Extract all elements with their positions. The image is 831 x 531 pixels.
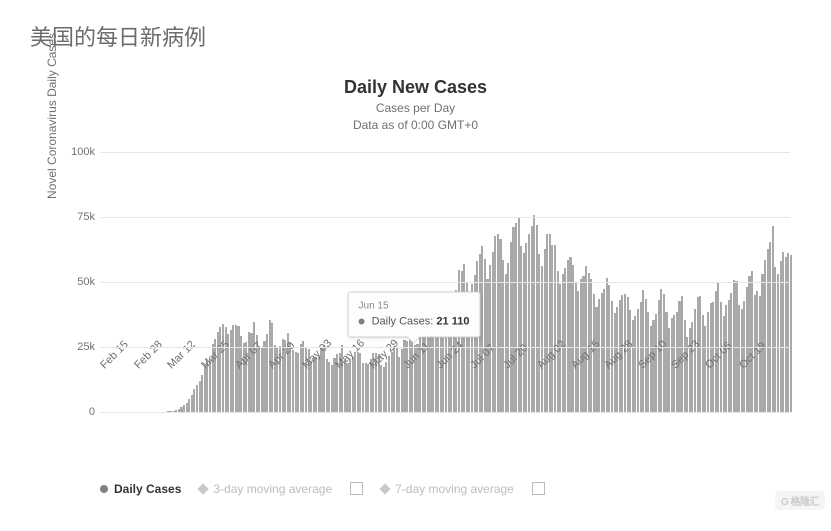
grid-line xyxy=(100,282,790,283)
y-tick-label: 100k xyxy=(55,146,95,158)
y-tick-label: 0 xyxy=(55,406,95,418)
legend-label: 7-day moving average xyxy=(395,482,514,496)
legend-item-7day[interactable]: 7-day moving average xyxy=(381,482,514,496)
x-axis: Feb 15Feb 28Mar 12Mar 25Apr 07Apr 20May … xyxy=(100,360,790,420)
chart-plot-area[interactable]: Novel Coronavirus Daily Cases Feb 15Feb … xyxy=(100,152,790,412)
legend-item-3day[interactable]: 3-day moving average xyxy=(199,482,332,496)
page-title: 美国的每日新病例 xyxy=(30,20,801,52)
watermark: G 格隆汇 xyxy=(775,491,825,510)
grid-line xyxy=(100,412,790,413)
chart-subtitle-2: Data as of 0:00 GMT+0 xyxy=(30,117,801,134)
chart-subtitle-1: Cases per Day xyxy=(30,100,801,117)
chart-legend: Daily Cases 3-day moving average 7-day m… xyxy=(100,482,801,496)
legend-label: 3-day moving average xyxy=(213,482,332,496)
y-tick-label: 75k xyxy=(55,211,95,223)
legend-checkbox-7day[interactable] xyxy=(532,482,545,495)
chart-container: Daily New Cases Cases per Day Data as of… xyxy=(30,77,801,496)
grid-line xyxy=(100,347,790,348)
legend-item-daily-cases[interactable]: Daily Cases xyxy=(100,482,181,496)
grid-line xyxy=(100,217,790,218)
legend-checkbox-3day[interactable] xyxy=(350,482,363,495)
legend-label: Daily Cases xyxy=(114,482,181,496)
diamond-marker-icon xyxy=(379,483,390,494)
y-axis-title: Novel Coronavirus Daily Cases xyxy=(45,33,59,199)
grid-line xyxy=(100,152,790,153)
diamond-marker-icon xyxy=(198,483,209,494)
circle-marker-icon xyxy=(100,485,108,493)
y-tick-label: 50k xyxy=(55,276,95,288)
chart-title: Daily New Cases xyxy=(30,77,801,98)
bar[interactable] xyxy=(790,255,792,412)
y-tick-label: 25k xyxy=(55,341,95,353)
